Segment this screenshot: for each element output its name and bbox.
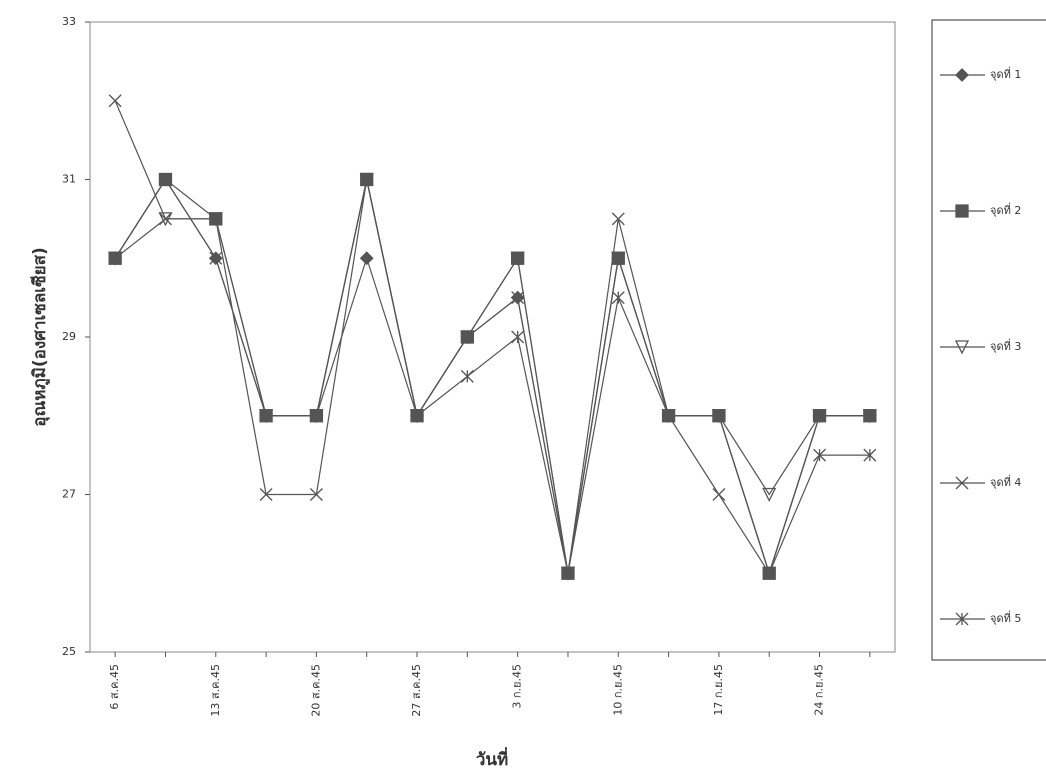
marker — [512, 331, 524, 343]
x-tick-label: 20 ส.ค.45 — [309, 664, 322, 717]
marker — [713, 489, 725, 501]
x-tick-label: 3 ก.ย.45 — [511, 664, 524, 709]
y-tick-label: 29 — [62, 330, 76, 343]
marker — [612, 292, 624, 304]
y-tick-label: 25 — [62, 645, 76, 658]
marker — [109, 95, 121, 107]
legend-label: จุดที่ 2 — [990, 202, 1021, 217]
series-line — [115, 180, 870, 574]
legend-label: จุดที่ 3 — [990, 338, 1021, 353]
series-line — [115, 180, 870, 574]
chart: อุณหภูมิ(องศาเซลเซียส) วันที่ 25 27 29 31 33… — [0, 0, 1046, 782]
series-line — [115, 180, 870, 574]
x-tick-label: 27 ส.ค.45 — [410, 664, 423, 717]
marker — [956, 69, 968, 81]
legend-label: จุดที่ 1 — [990, 66, 1021, 81]
legend-label: จุดที่ 4 — [990, 474, 1021, 489]
y-tick-label: 33 — [62, 15, 76, 28]
x-tick-label: 24 ก.ย.45 — [813, 664, 826, 716]
y-tick-label: 31 — [62, 173, 76, 186]
series-line — [115, 101, 870, 574]
y-tick-label: 27 — [62, 488, 76, 501]
x-tick-label: 10 ก.ย.45 — [611, 664, 624, 716]
marker — [956, 205, 968, 217]
x-axis-label: วันที่ — [476, 747, 508, 770]
x-tick-label: 6 ส.ค.45 — [108, 664, 121, 710]
legend-box — [932, 20, 1046, 660]
marker — [361, 252, 373, 264]
series-line — [115, 180, 870, 574]
x-tick-label: 13 ส.ค.45 — [209, 664, 222, 717]
marker — [461, 370, 473, 382]
y-axis-label: อุณหภูมิ(องศาเซลเซียส) — [29, 247, 51, 426]
x-tick-label: 17 ก.ย.45 — [712, 664, 725, 716]
legend-label: จุดที่ 5 — [990, 610, 1021, 625]
